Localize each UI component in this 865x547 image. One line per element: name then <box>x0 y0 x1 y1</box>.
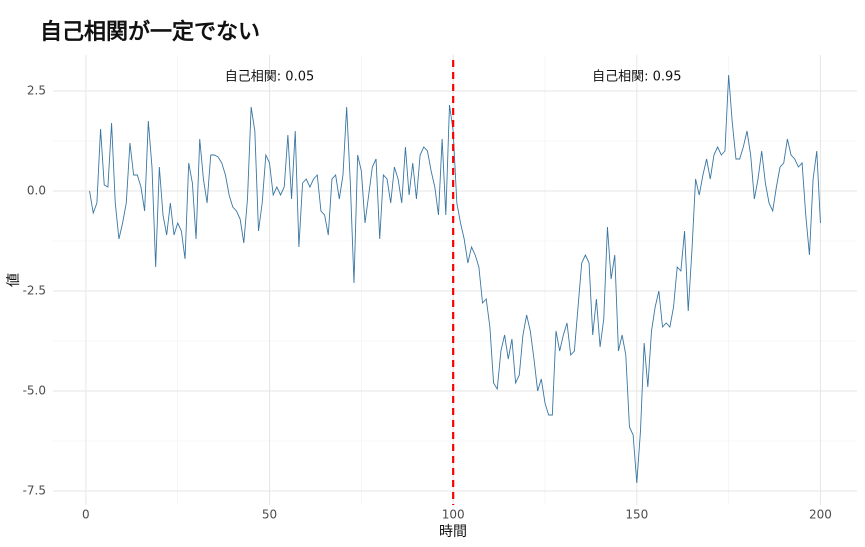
annotation: 自己相関: 0.05 <box>225 70 314 85</box>
y-tick-label: 2.5 <box>27 84 46 98</box>
x-tick-label: 50 <box>262 508 277 522</box>
y-tick-label: -5.0 <box>23 384 46 398</box>
x-tick-label: 150 <box>625 508 648 522</box>
annotation: 自己相関: 0.95 <box>592 70 681 85</box>
x-tick-label: 100 <box>442 508 465 522</box>
y-tick-label: -7.5 <box>23 484 46 498</box>
x-axis-title: 時間 <box>439 524 467 540</box>
x-tick-label: 0 <box>82 508 90 522</box>
x-tick-label: 200 <box>809 508 832 522</box>
chart-title: 自己相関が一定でない <box>40 19 260 45</box>
y-axis-title: 値 <box>6 273 22 287</box>
y-tick-label: -2.5 <box>23 284 46 298</box>
data-line <box>89 74 821 484</box>
y-tick-label: 0.0 <box>27 184 46 198</box>
